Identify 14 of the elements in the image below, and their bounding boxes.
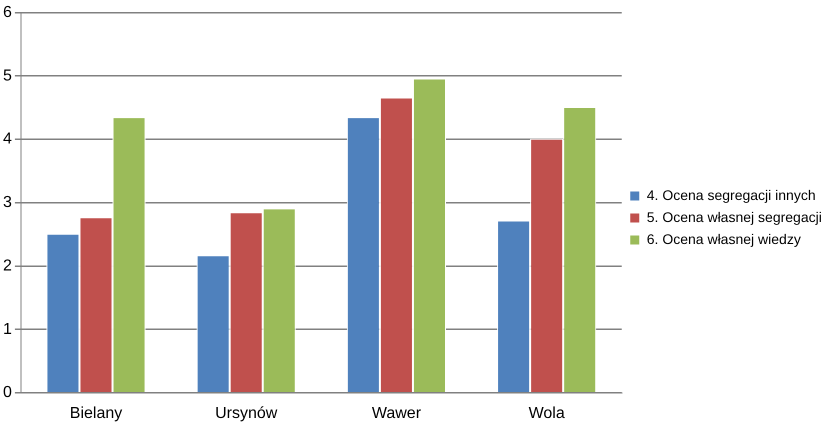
y-tick-label: 1	[2, 320, 12, 338]
y-tick-label: 4	[2, 130, 12, 148]
y-tick-label: 3	[2, 194, 12, 212]
y-tick-label: 5	[2, 67, 12, 84]
legend-label: 4. Ocena segregacji innych	[646, 186, 816, 203]
y-tick-label: 0	[2, 384, 12, 402]
legend-label: 5. Ocena własnej segregacji	[646, 208, 822, 225]
y-tick-label: 2	[2, 257, 12, 274]
x-tick-label: Ursynów	[215, 404, 278, 422]
legend-label: 6. Ocena własnej wiedzy	[646, 230, 801, 247]
x-tick-label: Wawer	[372, 404, 422, 422]
x-tick-label: Bielany	[70, 404, 122, 422]
x-tick-label: Wola	[528, 404, 565, 422]
y-tick-label: 6	[2, 4, 12, 22]
